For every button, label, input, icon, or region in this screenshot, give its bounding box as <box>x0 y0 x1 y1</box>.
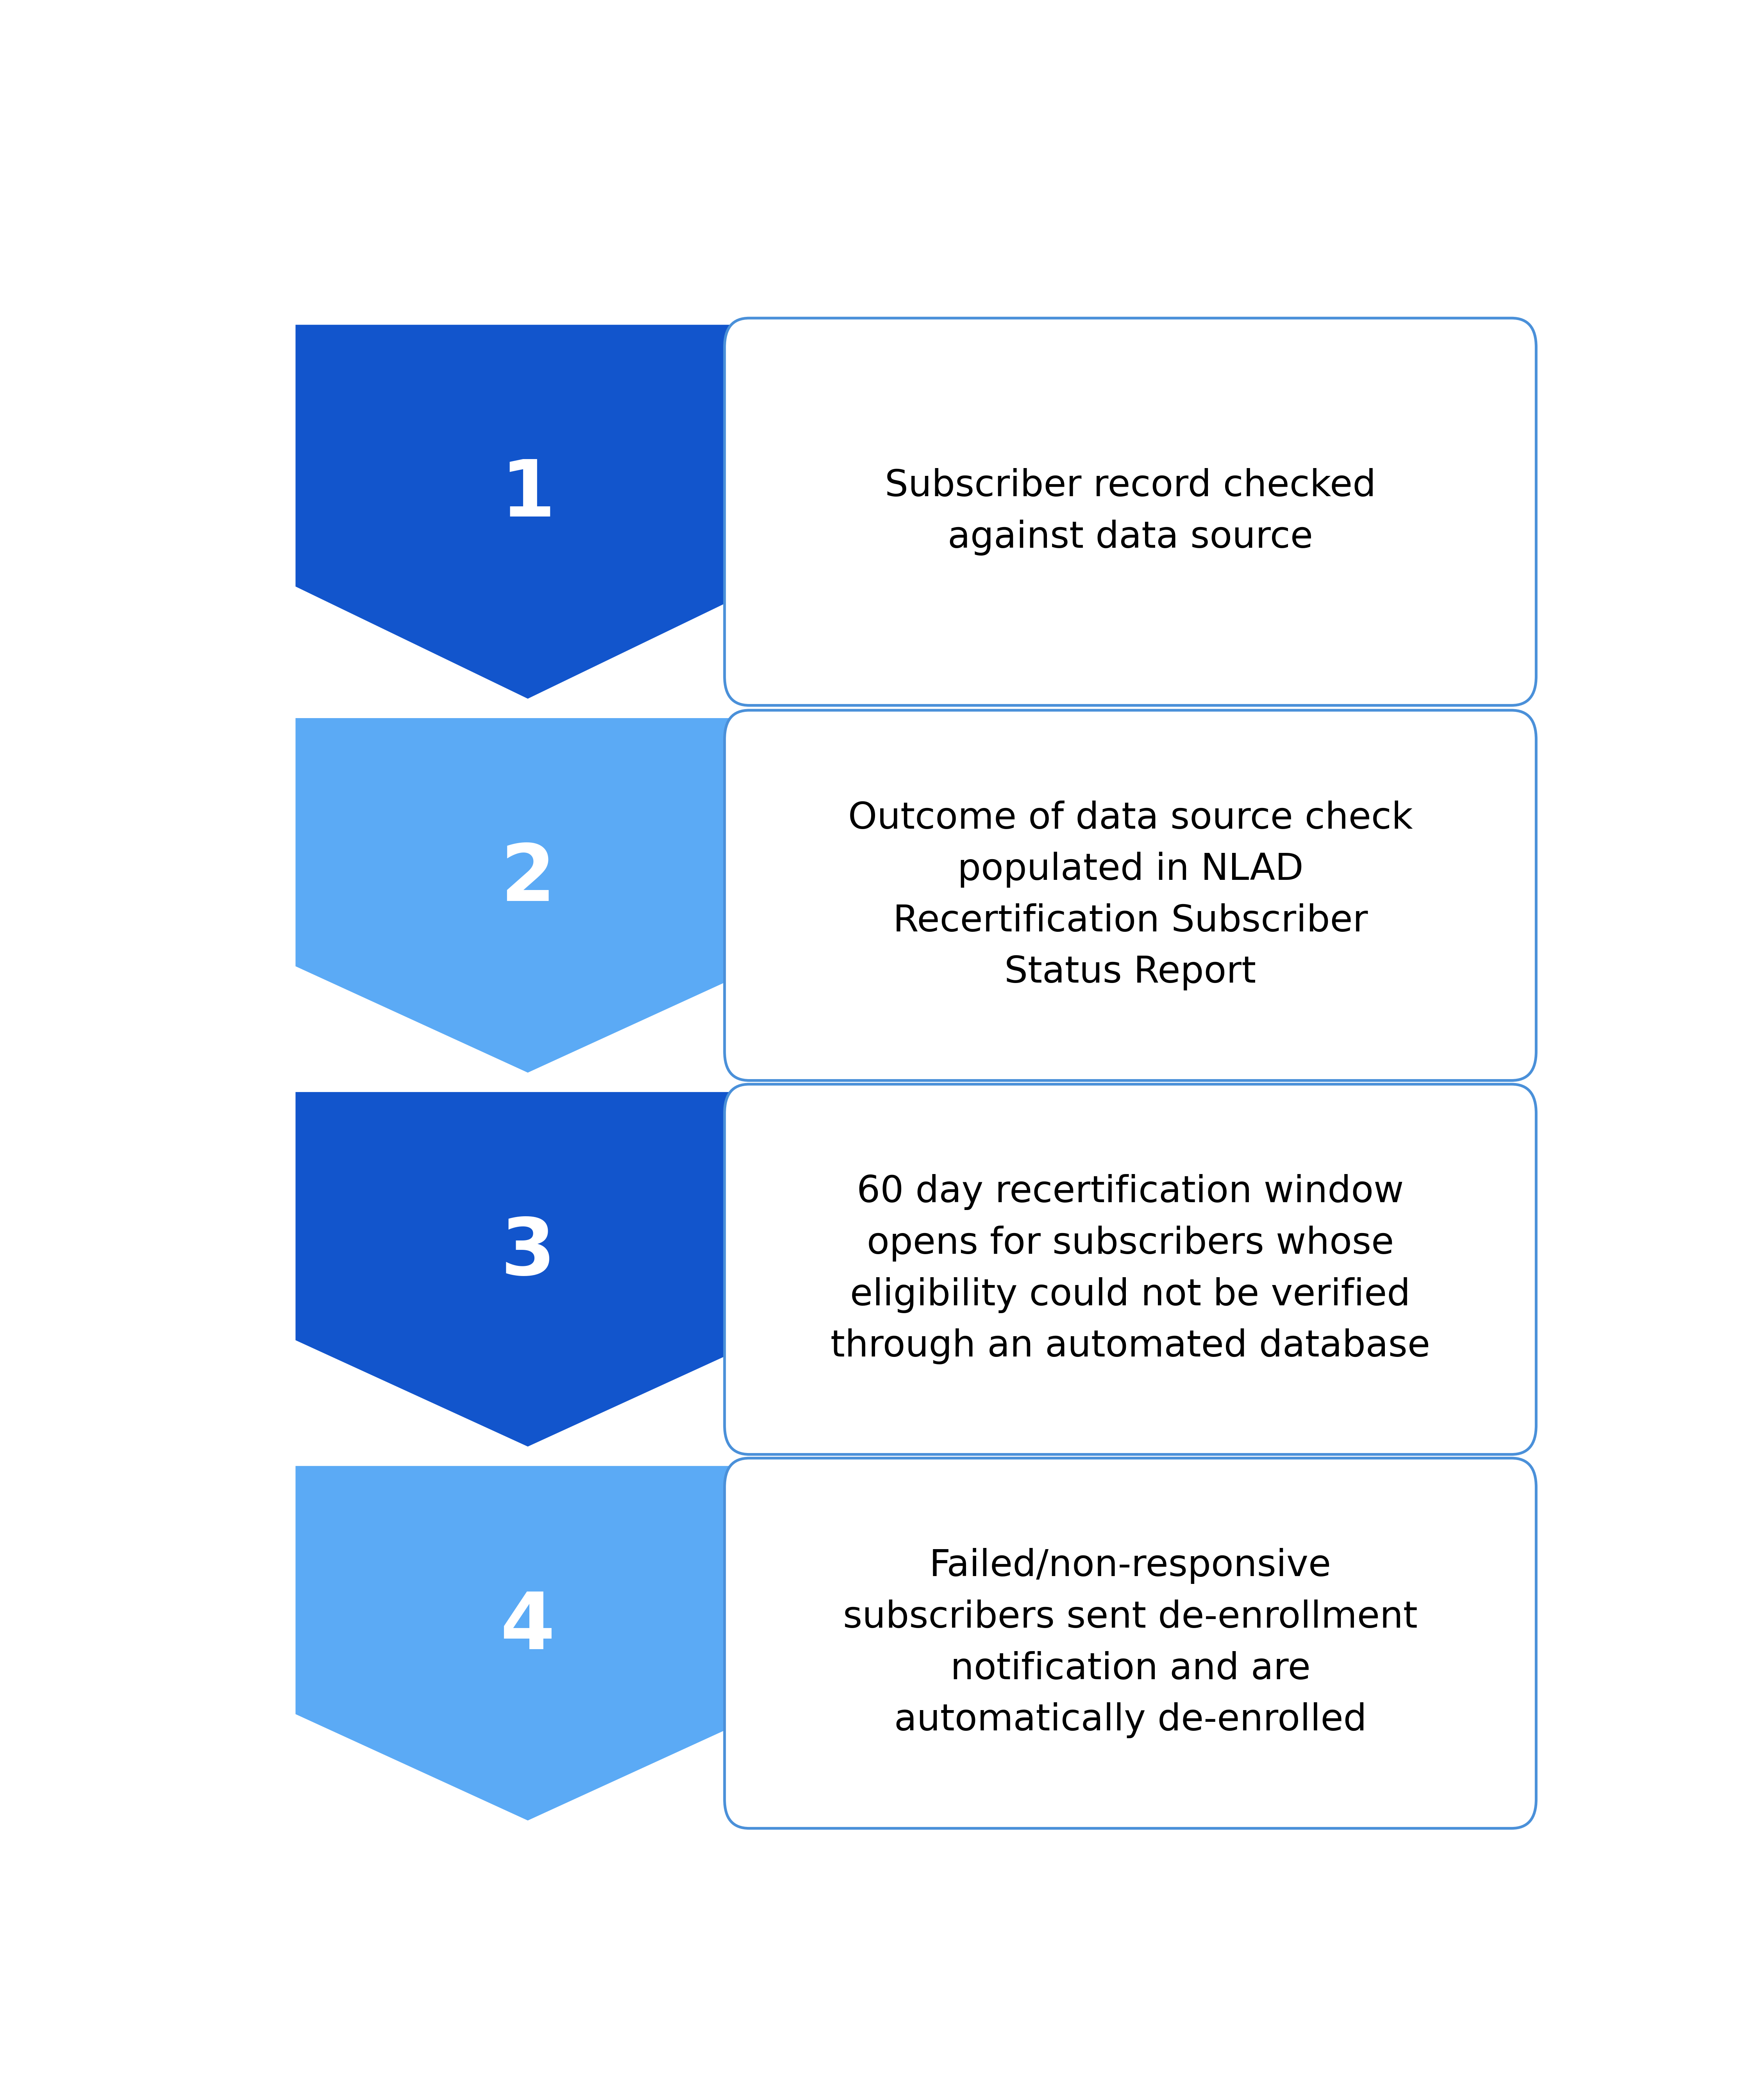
Polygon shape <box>296 1092 760 1447</box>
FancyBboxPatch shape <box>725 1457 1536 1829</box>
FancyBboxPatch shape <box>725 1084 1536 1455</box>
Text: 60 day recertification window
opens for subscribers whose
eligibility could not : 60 day recertification window opens for … <box>830 1174 1430 1365</box>
Text: Failed/non-responsive
subscribers sent de-enrollment
notification and are
automa: Failed/non-responsive subscribers sent d… <box>843 1548 1417 1739</box>
Text: 1: 1 <box>501 458 555 533</box>
Polygon shape <box>296 718 760 1073</box>
Text: 4: 4 <box>501 1590 555 1665</box>
FancyBboxPatch shape <box>725 710 1536 1082</box>
Polygon shape <box>296 326 760 699</box>
FancyBboxPatch shape <box>725 317 1536 706</box>
Text: 3: 3 <box>501 1216 555 1292</box>
Text: Outcome of data source check
populated in NLAD
Recertification Subscriber
Status: Outcome of data source check populated i… <box>848 800 1412 991</box>
Polygon shape <box>296 1466 760 1821</box>
Text: Subscriber record checked
against data source: Subscriber record checked against data s… <box>885 468 1375 554</box>
Text: 2: 2 <box>501 842 555 918</box>
